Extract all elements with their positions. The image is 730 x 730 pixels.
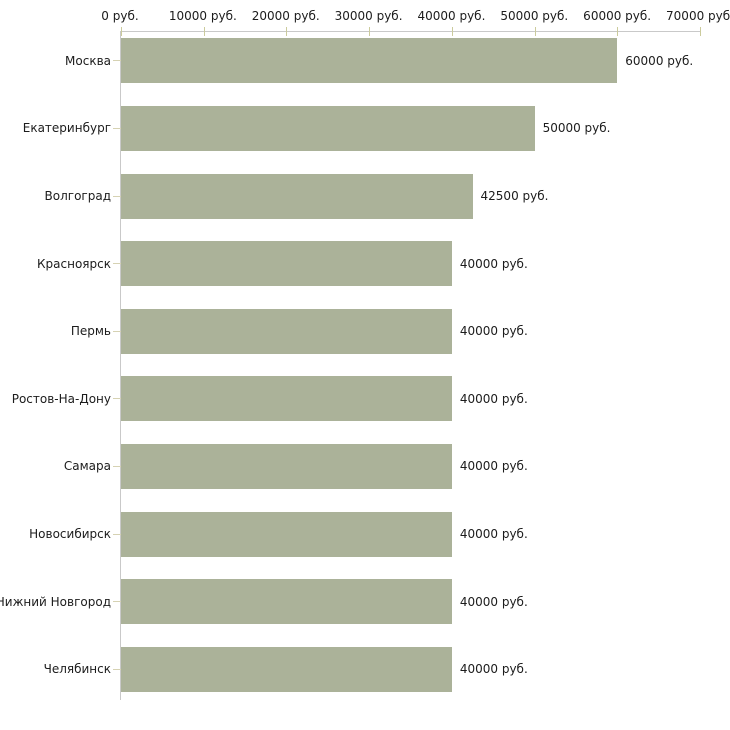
y-axis-tick bbox=[113, 601, 121, 603]
bar bbox=[121, 173, 473, 219]
bar bbox=[121, 308, 452, 354]
y-axis-tick bbox=[113, 127, 121, 129]
x-axis-tick-label: 60000 руб. bbox=[583, 9, 652, 23]
category-label: Волгоград bbox=[44, 189, 111, 203]
bar-row: Екатеринбург 50000 руб. bbox=[23, 105, 700, 151]
y-axis-tick bbox=[113, 398, 121, 400]
value-label: 50000 руб. bbox=[542, 121, 611, 136]
value-label: 40000 руб. bbox=[459, 256, 528, 271]
x-axis-tick bbox=[286, 27, 288, 36]
value-label: 40000 руб. bbox=[459, 527, 528, 541]
value-label: 40000 руб. bbox=[459, 662, 528, 677]
value-label: 40000 руб. bbox=[459, 594, 528, 609]
x-axis-tick bbox=[203, 27, 205, 36]
y-axis-tick bbox=[113, 465, 121, 467]
category-label: Пермь bbox=[70, 324, 111, 339]
category-label: Челябинск bbox=[43, 662, 111, 677]
bar-row: Челябинск 40000 руб. bbox=[44, 646, 700, 692]
x-axis-tick bbox=[451, 27, 453, 36]
value-label: 40000 руб. bbox=[459, 459, 528, 474]
x-axis-tick bbox=[534, 27, 536, 36]
x-axis-tick bbox=[617, 27, 619, 36]
bar-row: Новосибирск 40000 руб. bbox=[29, 511, 700, 557]
bar bbox=[121, 376, 452, 422]
bar bbox=[121, 241, 452, 287]
value-label: 40000 руб. bbox=[459, 391, 528, 406]
x-axis-tick bbox=[369, 27, 371, 36]
x-axis-tick bbox=[121, 27, 122, 36]
x-axis-tick-label: 20000 руб. bbox=[251, 9, 320, 23]
bar-row: Москва 60000 руб. bbox=[65, 38, 700, 84]
bar bbox=[121, 38, 618, 84]
y-axis-tick bbox=[113, 263, 121, 265]
x-axis-tick-label: 30000 руб. bbox=[334, 9, 403, 23]
y-axis-tick bbox=[113, 668, 121, 670]
y-axis-tick bbox=[113, 533, 121, 535]
category-label: Нижний Новгород bbox=[0, 594, 111, 609]
x-axis-tick-label: 50000 руб. bbox=[500, 9, 569, 23]
x-axis-tick bbox=[700, 27, 701, 36]
y-axis-tick bbox=[113, 330, 121, 332]
category-label: Новосибирск bbox=[29, 527, 111, 541]
bar-row: Волгоград 42500 руб. bbox=[45, 173, 700, 219]
value-label: 40000 руб. bbox=[459, 324, 528, 339]
category-label: Самара bbox=[63, 459, 111, 474]
x-axis-tick-label: 40000 руб. bbox=[417, 9, 486, 23]
plot-area: Москва 60000 руб. Екатеринбург 50000 руб… bbox=[0, 27, 701, 700]
category-label: Екатеринбург bbox=[22, 121, 111, 136]
bar-row: Ростов-На-Дону 40000 руб. bbox=[12, 376, 700, 422]
category-label: Ростов-На-Дону bbox=[11, 391, 111, 406]
bar bbox=[121, 511, 452, 557]
bar bbox=[121, 443, 452, 489]
y-axis-tick bbox=[113, 195, 121, 197]
bar-row: Самара 40000 руб. bbox=[64, 443, 700, 489]
y-axis-tick bbox=[113, 60, 121, 62]
bar bbox=[121, 579, 452, 625]
x-axis-tick-label: 10000 руб. bbox=[168, 9, 237, 23]
value-label: 42500 руб. bbox=[480, 189, 549, 203]
bar-row: Красноярск 40000 руб. bbox=[37, 241, 700, 287]
x-axis-tick-label: 70000 руб. bbox=[666, 9, 730, 23]
category-label: Москва bbox=[65, 53, 111, 68]
value-label: 60000 руб. bbox=[625, 53, 694, 68]
bar bbox=[121, 646, 452, 692]
bar bbox=[121, 105, 535, 151]
category-label: Красноярск bbox=[37, 256, 111, 271]
bar-row: Пермь 40000 руб. bbox=[71, 308, 700, 354]
x-axis-tick-label: 0 руб. bbox=[101, 9, 139, 23]
bar-row: Нижний Новгород 40000 руб. bbox=[0, 579, 700, 625]
